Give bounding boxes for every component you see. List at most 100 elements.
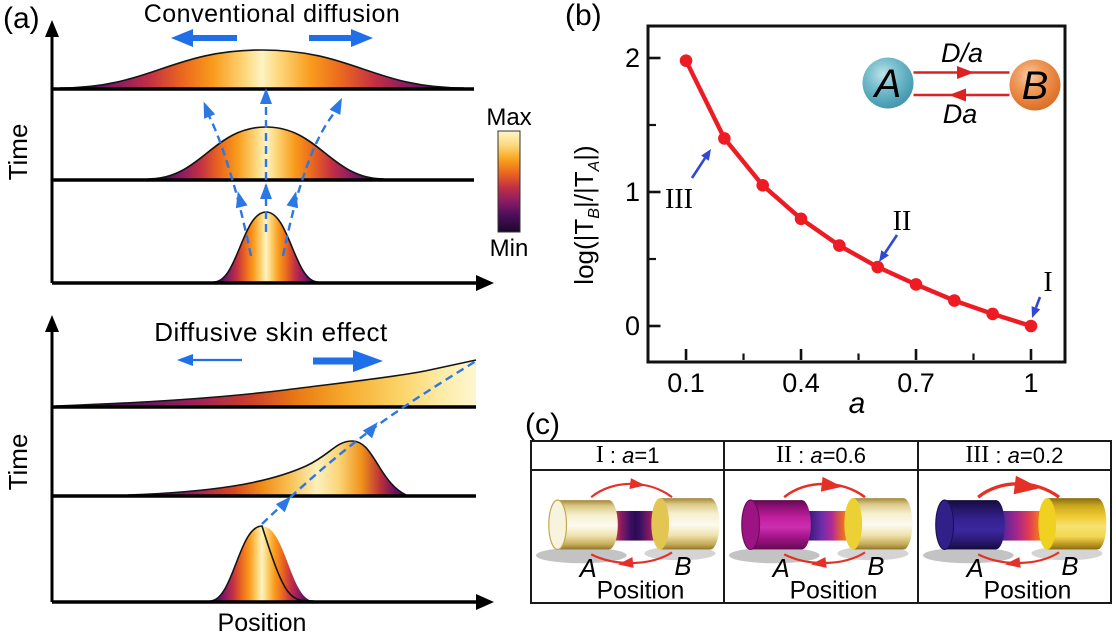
arc-arrow-right-icon — [629, 478, 646, 489]
arc-arrow-right-icon — [821, 476, 843, 492]
annotation-arrowhead-icon — [879, 250, 889, 262]
conventional-diffusion-title: Conventional diffusion — [144, 0, 401, 28]
axis-arrow-icon — [45, 20, 59, 37]
param-value: =0.6 — [822, 442, 866, 468]
diffusion-profiles — [59, 49, 465, 283]
position-axis-label: Position — [218, 609, 307, 635]
data-point — [718, 132, 731, 145]
separator: : — [989, 442, 1008, 468]
conventional-diffusion-diagram: Conventional diffusion — [3, 0, 494, 291]
panel-a-label: (a) — [3, 2, 40, 35]
panel-c: (c) I : a =1 — [525, 406, 1116, 616]
node-b — [1009, 59, 1061, 111]
position-label: Position — [597, 578, 685, 605]
plot-frame — [646, 24, 1067, 364]
y-tick-label: 0 — [625, 311, 640, 341]
node-a — [862, 57, 914, 109]
rate-bottom-label: Da — [943, 99, 978, 129]
time-axis-label-bottom: Time — [3, 434, 33, 491]
cylinder-a — [548, 499, 618, 551]
arc-arrow-right-icon — [1013, 475, 1040, 495]
rate-network-inset: A B D/a Da — [862, 38, 1061, 129]
separator: : — [791, 442, 811, 468]
x-tick-label: 1 — [1023, 368, 1038, 398]
data-point — [794, 212, 808, 226]
panel-c-label: (c) — [525, 408, 560, 441]
axis-arrow-icon — [476, 275, 494, 291]
rate-top-label: D/a — [941, 38, 983, 68]
y-tick-label: 1 — [625, 177, 640, 207]
y-label-part: log(|T — [569, 219, 599, 285]
panel-c-table: I : a =1 — [530, 440, 1112, 605]
weak-left-arrow-icon — [177, 354, 242, 366]
annotation-label: III — [665, 184, 693, 215]
cylinder-diagram-a02: A B Position — [922, 475, 1107, 605]
annotation-arrowhead-icon — [1031, 306, 1041, 318]
colorbar: Max Min — [486, 104, 531, 262]
x-tick-label: 0.1 — [667, 368, 705, 398]
y-axis-label: log(|TB|/|TA|) — [569, 145, 603, 284]
y-label-sub: B — [586, 208, 603, 219]
param-var: a — [1007, 442, 1020, 468]
data-point — [756, 179, 769, 192]
param-value: =1 — [634, 442, 660, 468]
drift-trajectory — [261, 359, 477, 525]
roman-numeral: II — [775, 442, 792, 468]
annotation-label: I — [1043, 267, 1052, 298]
cell-a06: II : a =0.6 — [723, 442, 917, 605]
param-value: =0.2 — [1019, 442, 1064, 468]
spread-right-arrow-icon — [309, 29, 373, 47]
skin-profiles — [55, 359, 477, 602]
cell-a1: I : a =1 — [532, 442, 724, 605]
panel-b: (b) log(|TB|/|TA|) a A B D/a Da 0.1 0.4 0.… — [565, 0, 1067, 420]
axis-arrow-icon — [45, 315, 59, 332]
colorbar-min-label: Min — [490, 235, 529, 262]
flow-arrowheads — [203, 88, 342, 209]
colorbar-max-label: Max — [486, 104, 531, 131]
cell-a02-header: III : a =0.2 — [918, 442, 1110, 471]
rate-arrow-left-icon — [949, 88, 966, 102]
arc-arrow-left-icon — [811, 557, 828, 568]
y-label-sub: A — [586, 161, 603, 173]
time-axis-label-top: Time — [3, 124, 33, 181]
data-point — [986, 307, 999, 321]
param-var: a — [810, 442, 823, 468]
end-b-label: B — [674, 553, 691, 581]
cylinder-diagram-a06: A B Position — [729, 476, 913, 605]
position-label: Position — [790, 578, 878, 605]
panel-a: (a) Conventional diffusion — [3, 0, 532, 635]
cylinder-b — [844, 498, 913, 550]
node-a-label: A — [873, 62, 902, 106]
colorbar-gradient — [497, 130, 521, 233]
annotation-arrow — [690, 157, 707, 179]
rate-arrow-right-icon — [957, 66, 974, 79]
data-point — [679, 54, 693, 67]
y-label-part: |) — [569, 145, 599, 160]
data-point — [871, 260, 884, 274]
end-b-label: B — [1061, 553, 1078, 581]
annotation-arrowhead-icon — [701, 149, 711, 161]
roman-numeral: III — [965, 442, 990, 468]
spread-left-arrow-icon — [171, 29, 237, 47]
cell-a02: III : a =0.2 — [916, 442, 1110, 605]
cylinder-a — [934, 499, 1005, 551]
x-axis-label: a — [849, 387, 866, 420]
data-point — [833, 239, 846, 252]
end-a-label: A — [771, 555, 790, 583]
cylinder-diagram-a1: A B Position — [535, 478, 720, 605]
annotation-arrow — [1034, 296, 1042, 309]
cell-a06-header: II : a =0.6 — [725, 442, 917, 471]
arc-arrow-left-icon — [617, 557, 634, 568]
end-a-label: A — [578, 555, 597, 583]
cylinder-b — [1037, 498, 1107, 550]
annotation-label: II — [893, 206, 912, 237]
y-tick-label: 2 — [625, 43, 640, 73]
x-tick-label: 0.7 — [897, 368, 935, 398]
data-curve — [683, 58, 1034, 329]
param-var: a — [622, 442, 635, 468]
time-axis-top — [45, 20, 59, 283]
strong-right-arrow-icon — [313, 350, 383, 372]
end-a-label: A — [964, 555, 983, 583]
